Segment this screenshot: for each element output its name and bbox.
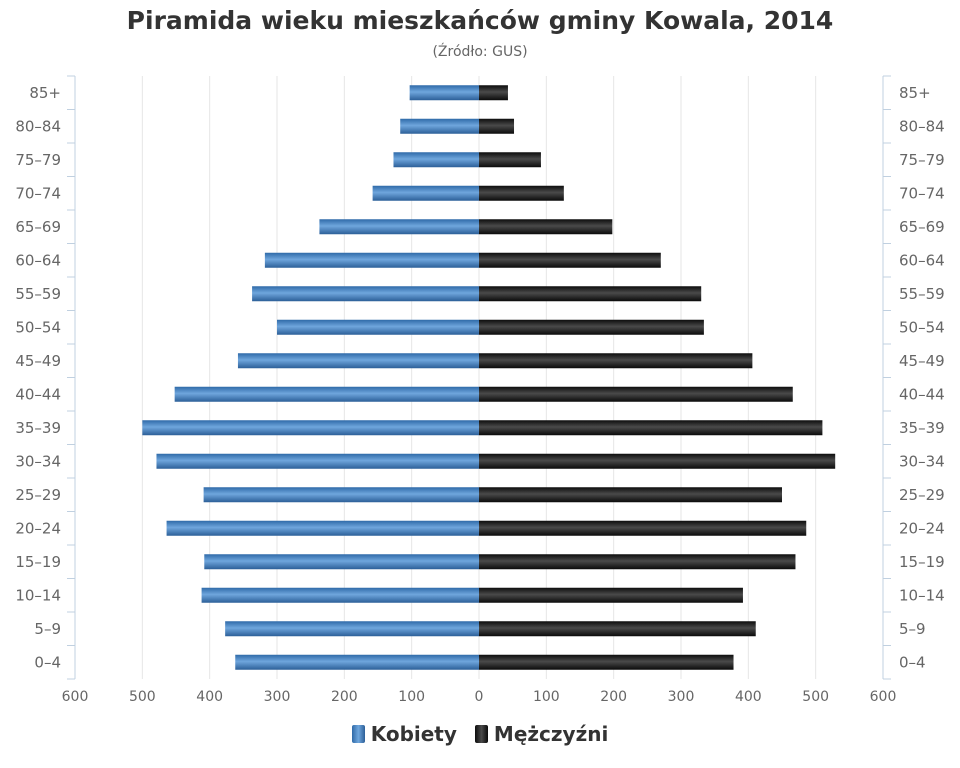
bar-female xyxy=(409,85,479,101)
category-label-left: 5–9 xyxy=(34,620,61,638)
bar-female xyxy=(393,152,479,168)
x-tick-label: 200 xyxy=(331,689,358,705)
category-label-right: 45–49 xyxy=(899,352,945,370)
bar-female xyxy=(201,587,479,603)
bar-female xyxy=(252,286,479,302)
bar-female xyxy=(225,621,479,637)
chart-subtitle: (Źródło: GUS) xyxy=(432,44,528,60)
bar-male xyxy=(479,319,704,335)
category-label-right: 20–24 xyxy=(899,519,945,537)
category-label-right: 50–54 xyxy=(899,318,945,336)
category-label-left: 35–39 xyxy=(15,419,61,437)
category-label-left: 70–74 xyxy=(15,184,61,202)
category-label-left: 10–14 xyxy=(15,586,61,604)
x-tick-label: 0 xyxy=(475,689,484,705)
category-label-right: 35–39 xyxy=(899,419,945,437)
category-label-right: 15–19 xyxy=(899,553,945,571)
category-label-right: 10–14 xyxy=(899,586,945,604)
category-label-left: 85+ xyxy=(29,84,61,102)
x-tick-label: 400 xyxy=(196,689,223,705)
bars xyxy=(142,85,836,670)
category-label-right: 55–59 xyxy=(899,285,945,303)
category-label-right: 5–9 xyxy=(899,620,926,638)
x-tick-label: 200 xyxy=(600,689,627,705)
category-label-right: 75–79 xyxy=(899,151,945,169)
legend-swatch-female xyxy=(351,725,365,743)
axis-labels: 600 500 400 300 200 100 0 100 200 300 400 500 600 85+… xyxy=(15,84,944,705)
bar-male xyxy=(479,654,734,670)
legend-item-male[interactable]: Mężczyźni xyxy=(474,722,609,746)
bar-male xyxy=(479,118,515,134)
category-label-left: 75–79 xyxy=(15,151,61,169)
x-tick-label: 300 xyxy=(264,689,291,705)
legend-label-female: Kobiety xyxy=(370,722,457,746)
bar-female xyxy=(264,252,479,268)
bar-male xyxy=(479,152,541,168)
legend-swatch-male xyxy=(474,725,488,743)
bar-male xyxy=(479,587,743,603)
category-label-right: 60–64 xyxy=(899,251,945,269)
category-label-right: 80–84 xyxy=(899,117,945,135)
bar-female xyxy=(204,554,479,570)
bar-female xyxy=(372,185,479,201)
x-tick-label: 500 xyxy=(802,689,829,705)
legend-label-male: Mężczyźni xyxy=(493,722,609,746)
bar-male xyxy=(479,185,564,201)
bar-female xyxy=(203,487,479,503)
bar-female xyxy=(142,420,480,436)
category-label-left: 30–34 xyxy=(15,452,61,470)
bar-female xyxy=(166,520,479,536)
bar-male xyxy=(479,286,702,302)
legend[interactable]: Kobiety Mężczyźni xyxy=(0,722,960,746)
bar-male xyxy=(479,453,836,469)
category-label-right: 70–74 xyxy=(899,184,945,202)
x-tick-label: 400 xyxy=(735,689,762,705)
category-label-right: 65–69 xyxy=(899,218,945,236)
bar-female xyxy=(235,654,479,670)
bar-female xyxy=(400,118,479,134)
category-label-left: 80–84 xyxy=(15,117,61,135)
category-label-left: 15–19 xyxy=(15,553,61,571)
category-label-left: 20–24 xyxy=(15,519,61,537)
category-label-left: 50–54 xyxy=(15,318,61,336)
x-tick-label: 500 xyxy=(129,689,156,705)
bar-female xyxy=(277,319,479,335)
x-tick-label: 600 xyxy=(870,689,897,705)
category-label-left: 45–49 xyxy=(15,352,61,370)
bar-male xyxy=(479,420,823,436)
category-label-left: 25–29 xyxy=(15,486,61,504)
x-tick-label: 100 xyxy=(398,689,425,705)
category-label-left: 60–64 xyxy=(15,251,61,269)
legend-item-female[interactable]: Kobiety xyxy=(351,722,457,746)
bar-male xyxy=(479,353,753,369)
x-tick-label: 300 xyxy=(668,689,695,705)
bar-female xyxy=(319,219,479,235)
bar-male xyxy=(479,487,782,503)
bar-female xyxy=(174,386,480,402)
category-label-right: 0–4 xyxy=(899,653,926,671)
axes xyxy=(67,75,891,680)
category-label-left: 0–4 xyxy=(34,653,61,671)
bar-male xyxy=(479,554,796,570)
bar-male xyxy=(479,252,661,268)
category-label-right: 30–34 xyxy=(899,452,945,470)
bar-female xyxy=(237,353,479,369)
chart-title: Piramida wieku mieszkańców gminy Kowala,… xyxy=(126,6,834,35)
category-label-right: 85+ xyxy=(899,84,931,102)
bar-male xyxy=(479,621,756,637)
bar-male xyxy=(479,219,613,235)
category-label-left: 55–59 xyxy=(15,285,61,303)
x-tick-label: 600 xyxy=(62,689,89,705)
category-label-right: 40–44 xyxy=(899,385,945,403)
x-tick-label: 100 xyxy=(533,689,560,705)
category-label-left: 40–44 xyxy=(15,385,61,403)
bar-male xyxy=(479,386,793,402)
category-label-right: 25–29 xyxy=(899,486,945,504)
bar-male xyxy=(479,520,807,536)
bar-female xyxy=(156,453,479,469)
bar-male xyxy=(479,85,508,101)
category-label-left: 65–69 xyxy=(15,218,61,236)
